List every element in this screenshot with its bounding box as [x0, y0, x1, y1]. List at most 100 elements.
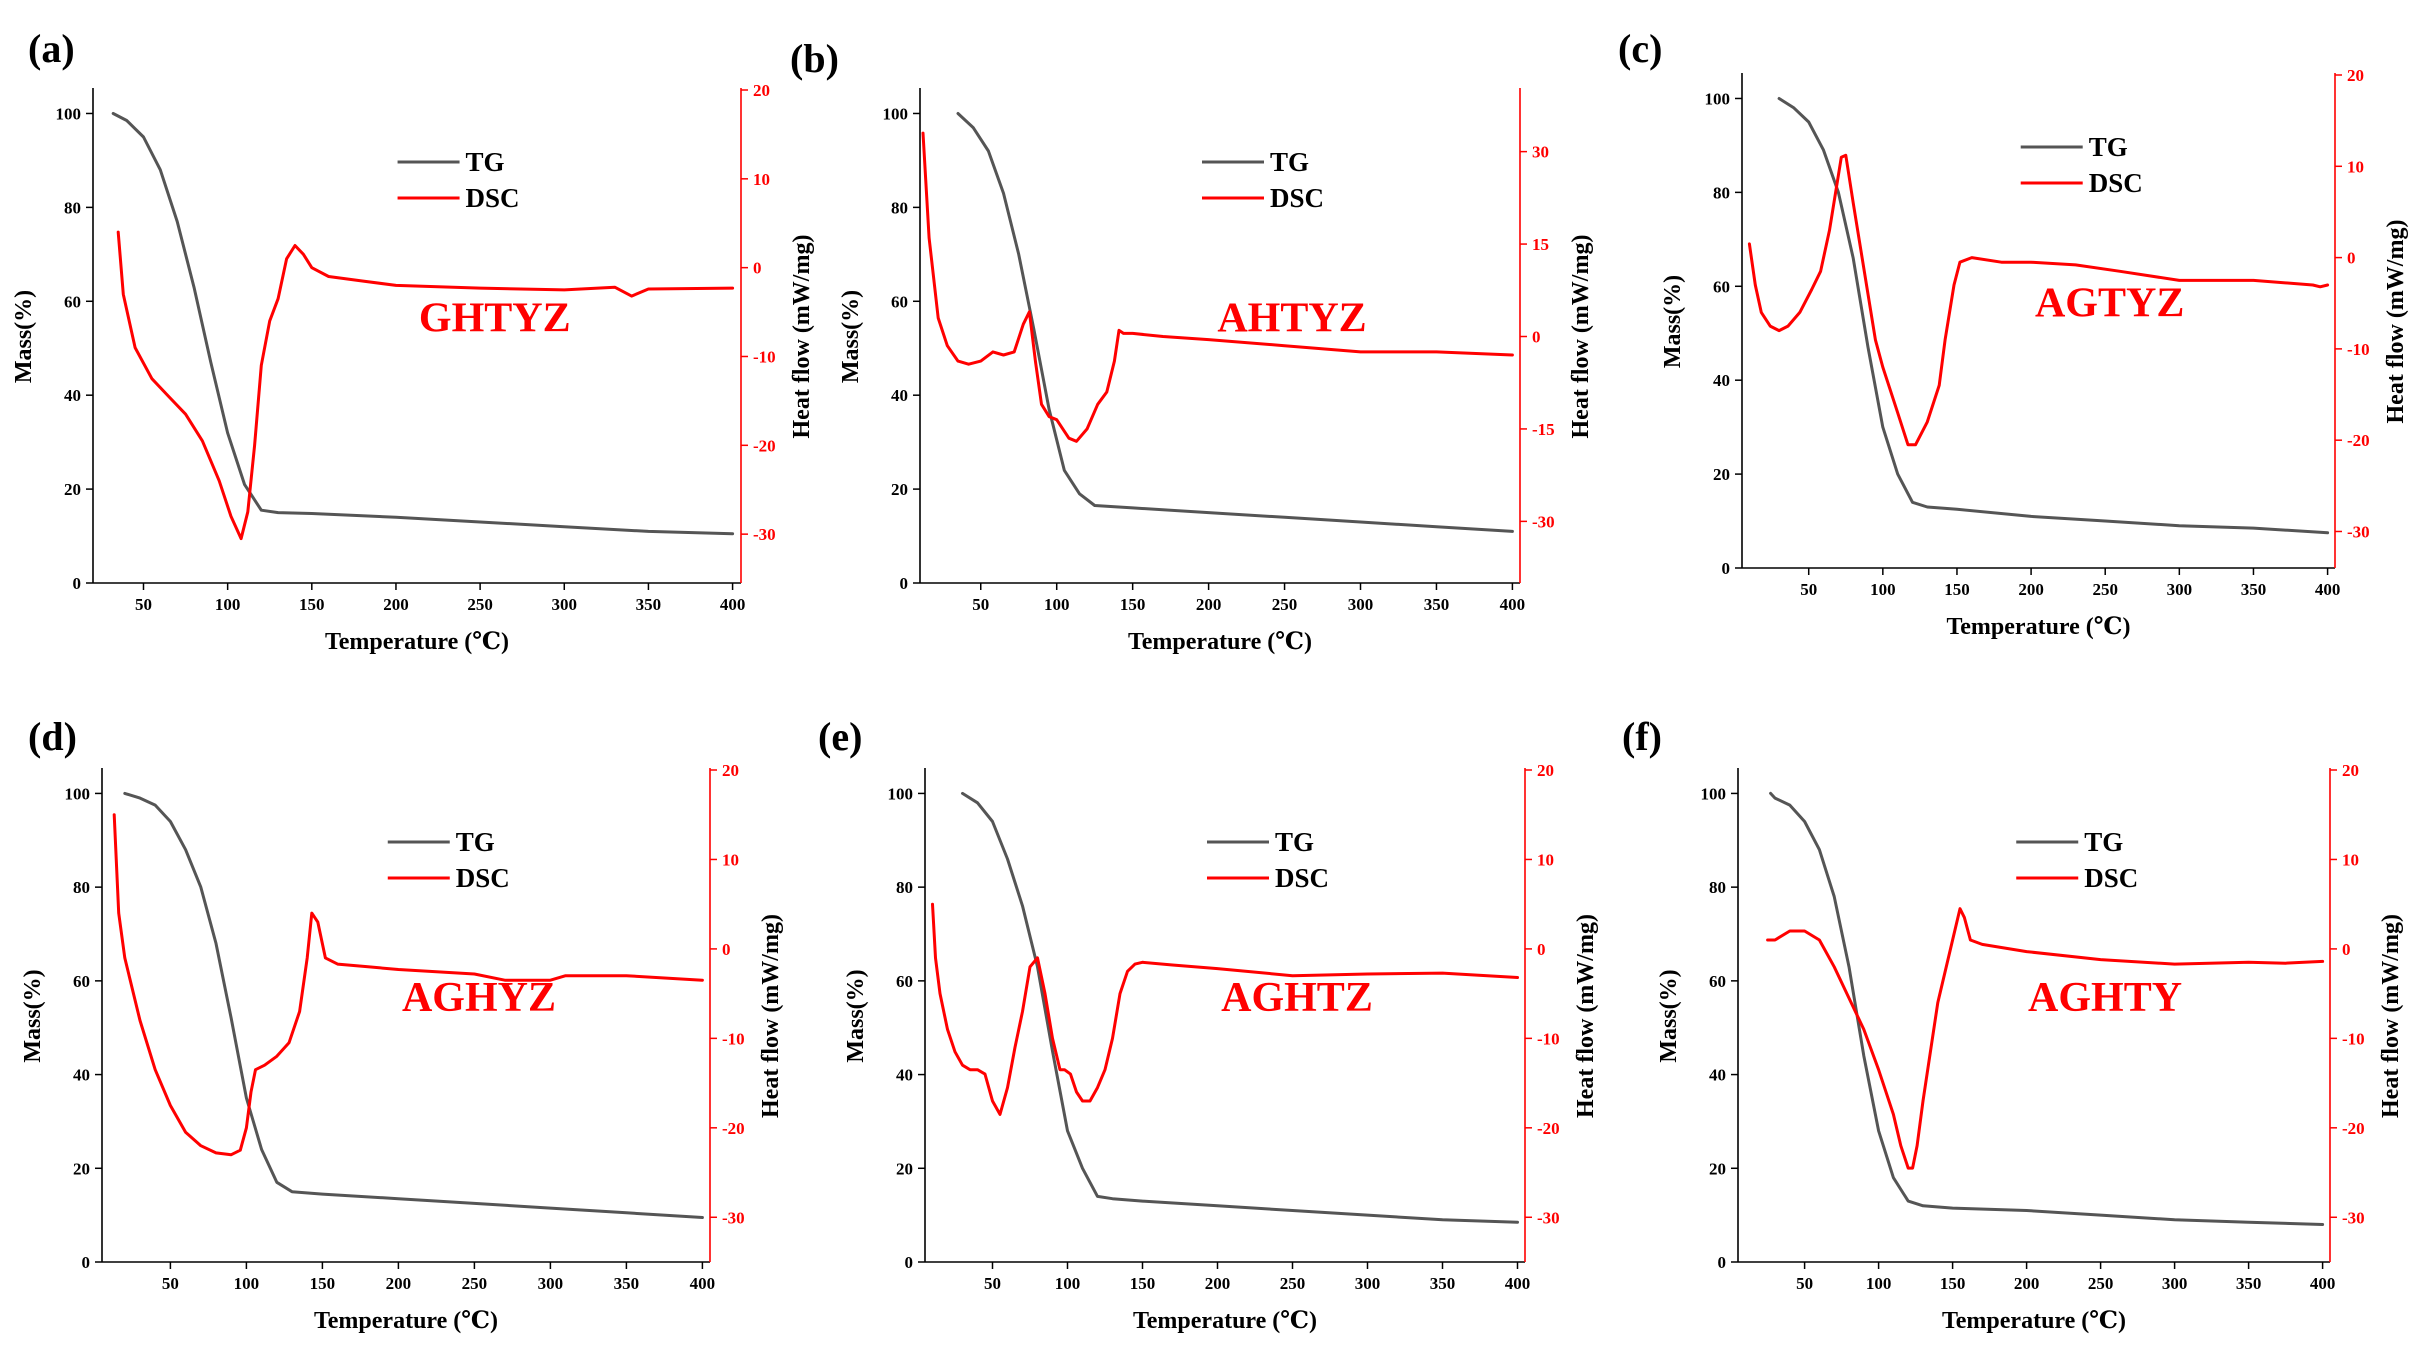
y-left-tick-label: 100	[883, 104, 909, 123]
tg-series-line	[956, 112, 1514, 533]
dsc-series-line	[116, 230, 735, 541]
y-left-tick-label: 0	[900, 574, 909, 593]
y-right-tick-label: 10	[1537, 850, 1554, 869]
tg-series-line	[1777, 97, 2330, 535]
y-right-tick-label: -10	[722, 1029, 745, 1048]
y-left-tick-label: 100	[65, 784, 91, 803]
x-tick-label: 350	[636, 595, 662, 614]
y-left-axis-title: Mass(%)	[1656, 969, 1682, 1062]
y-right-tick-label: -20	[722, 1119, 745, 1138]
y-left-tick-label: 40	[891, 386, 908, 405]
x-tick-label: 300	[1348, 595, 1374, 614]
panel-f: (f)50 100 150 200 250 300 350 400020406080100-3…	[1622, 714, 2404, 1334]
y-right-tick-label: -30	[1532, 512, 1555, 531]
y-right-axis-title: Heat flow (mW/mg)	[758, 914, 784, 1118]
y-right-tick-label: 20	[722, 761, 739, 780]
panel-label: (b)	[790, 36, 839, 81]
panel-b: (b)50 100 150 200 250 300 350 400020406080100-3…	[790, 36, 1594, 655]
y-right-tick-label: -15	[1532, 420, 1555, 439]
x-tick-label: 250	[467, 595, 493, 614]
x-tick-label: 350	[2236, 1274, 2262, 1293]
x-tick-label: 100	[215, 595, 241, 614]
x-tick-label: 150	[1944, 580, 1970, 599]
y-right-axis-title: Heat flow (mW/mg)	[2383, 220, 2409, 424]
y-left-tick-label: 100	[1705, 89, 1731, 108]
legend-dsc-label: DSC	[2084, 863, 2138, 893]
legend-tg-label: TG	[1275, 827, 1314, 857]
legend-dsc-label: DSC	[2089, 168, 2143, 198]
y-right-tick-label: 0	[1532, 328, 1541, 347]
x-tick-label: 200	[1196, 595, 1222, 614]
x-tick-label: 250	[2088, 1274, 2114, 1293]
panel-e: (e)50 100 150 200 250 300 350 400020406080100-3…	[818, 714, 1599, 1334]
x-tick-label: 50	[1796, 1274, 1813, 1293]
y-left-tick-label: 0	[1722, 559, 1731, 578]
x-tick-label: 350	[1424, 595, 1450, 614]
y-right-tick-label: 10	[753, 170, 770, 189]
x-tick-label: 300	[538, 1274, 564, 1293]
legend-dsc-label: DSC	[1275, 863, 1329, 893]
tg-series-line	[123, 791, 704, 1219]
y-left-tick-label: 20	[1713, 465, 1730, 484]
x-tick-label: 300	[552, 595, 578, 614]
y-right-tick-label: -10	[2347, 340, 2370, 359]
x-tick-label: 50	[984, 1274, 1001, 1293]
y-left-tick-label: 20	[64, 480, 81, 499]
x-tick-label: 250	[1280, 1274, 1306, 1293]
y-left-tick-label: 20	[1709, 1159, 1726, 1178]
y-left-tick-label: 40	[896, 1066, 913, 1085]
y-left-tick-label: 20	[73, 1159, 90, 1178]
y-right-tick-label: -20	[753, 436, 776, 455]
dsc-series-line	[1747, 153, 2330, 447]
y-right-tick-label: 15	[1532, 235, 1549, 254]
legend-tg-label: TG	[2089, 132, 2128, 162]
sample-name-label: AGHTZ	[1221, 975, 1373, 1021]
y-left-tick-label: 80	[1709, 878, 1726, 897]
x-axis-title: Temperature (℃)	[1942, 1308, 2126, 1334]
legend-tg-label: TG	[2084, 827, 2123, 857]
y-left-axis-title: Mass(%)	[1660, 275, 1686, 368]
x-tick-label: 300	[2162, 1274, 2188, 1293]
y-left-axis-title: Mass(%)	[838, 290, 864, 383]
sample-name-label: AGTYZ	[2035, 281, 2184, 327]
x-tick-label: 100	[234, 1274, 260, 1293]
x-tick-label: 150	[299, 595, 325, 614]
x-tick-label: 150	[1120, 595, 1146, 614]
x-tick-label: 200	[2018, 580, 2044, 599]
y-left-tick-label: 60	[896, 972, 913, 991]
x-tick-label: 100	[1866, 1274, 1892, 1293]
x-axis-title: Temperature (℃)	[1128, 629, 1312, 655]
x-tick-label: 250	[2092, 580, 2118, 599]
x-tick-label: 50	[1800, 580, 1817, 599]
y-right-tick-label: 20	[1537, 761, 1554, 780]
x-tick-label: 400	[1500, 595, 1526, 614]
y-right-tick-label: -10	[2342, 1029, 2365, 1048]
x-tick-label: 150	[1130, 1274, 1156, 1293]
y-left-tick-label: 0	[1718, 1253, 1727, 1272]
sample-name-label: AGHYZ	[402, 975, 556, 1021]
x-tick-label: 200	[1205, 1274, 1231, 1293]
x-axis-title: Temperature (℃)	[325, 629, 509, 655]
y-left-tick-label: 40	[1709, 1066, 1726, 1085]
x-tick-label: 400	[690, 1274, 716, 1293]
y-left-axis-title: Mass(%)	[843, 969, 869, 1062]
panel-label: (a)	[28, 26, 75, 71]
y-right-axis-title: Heat flow (mW/mg)	[789, 235, 815, 439]
y-right-axis-title: Heat flow (mW/mg)	[1573, 914, 1599, 1118]
y-right-tick-label: -10	[1537, 1029, 1560, 1048]
x-tick-label: 200	[2014, 1274, 2040, 1293]
y-left-tick-label: 80	[73, 878, 90, 897]
legend-dsc-label: DSC	[466, 183, 520, 213]
dsc-series-line	[931, 902, 1519, 1116]
y-left-tick-label: 100	[888, 784, 914, 803]
y-left-tick-label: 80	[64, 198, 81, 217]
x-tick-label: 400	[2310, 1274, 2336, 1293]
y-left-tick-label: 0	[73, 574, 82, 593]
y-left-axis-title: Mass(%)	[20, 969, 46, 1062]
legend-dsc-label: DSC	[1270, 183, 1324, 213]
x-tick-label: 150	[1940, 1274, 1966, 1293]
y-right-tick-label: -30	[722, 1208, 745, 1227]
dsc-series-line	[1766, 907, 2325, 1170]
x-tick-label: 100	[1055, 1274, 1081, 1293]
y-right-tick-label: -30	[1537, 1208, 1560, 1227]
